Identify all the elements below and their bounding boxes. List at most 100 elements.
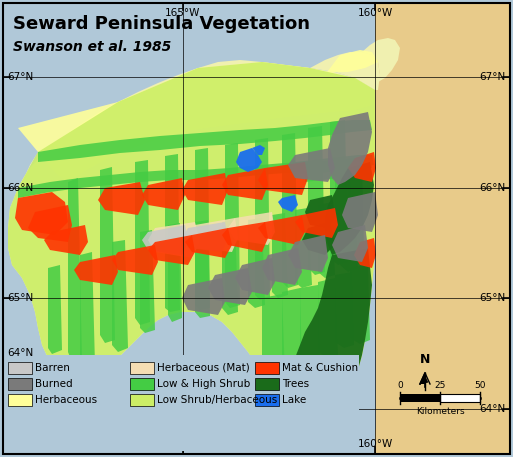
Polygon shape: [282, 288, 302, 372]
Polygon shape: [305, 165, 370, 182]
Polygon shape: [330, 120, 348, 265]
Text: Herbaceous (Mat): Herbaceous (Mat): [157, 363, 250, 373]
Polygon shape: [228, 212, 275, 245]
Text: 25: 25: [435, 381, 446, 390]
Polygon shape: [420, 373, 425, 384]
Polygon shape: [328, 112, 372, 185]
Polygon shape: [362, 38, 400, 90]
Polygon shape: [195, 220, 210, 318]
Polygon shape: [225, 143, 240, 308]
Polygon shape: [325, 162, 374, 255]
Text: Barren: Barren: [35, 363, 70, 373]
Text: Trees: Trees: [282, 379, 309, 389]
Text: 66°N: 66°N: [480, 183, 506, 193]
Text: Burned: Burned: [35, 379, 73, 389]
Polygon shape: [222, 168, 268, 200]
Bar: [8, 378, 32, 390]
Text: N: N: [420, 353, 430, 366]
Text: 50: 50: [474, 381, 486, 390]
Polygon shape: [272, 213, 288, 298]
Polygon shape: [168, 223, 182, 322]
Text: Low & High Shrub: Low & High Shrub: [157, 379, 250, 389]
Polygon shape: [288, 235, 328, 272]
Polygon shape: [140, 230, 155, 333]
Text: 165°W: 165°W: [165, 439, 201, 449]
Polygon shape: [258, 162, 308, 195]
Polygon shape: [48, 265, 62, 354]
Polygon shape: [148, 235, 195, 265]
Polygon shape: [182, 173, 228, 205]
Text: 67°N: 67°N: [7, 72, 33, 82]
Polygon shape: [295, 208, 312, 288]
Polygon shape: [258, 215, 305, 245]
Text: Swanson et al. 1985: Swanson et al. 1985: [13, 40, 171, 54]
Polygon shape: [348, 158, 364, 252]
Polygon shape: [74, 255, 118, 285]
Text: 160°W: 160°W: [358, 439, 392, 449]
Polygon shape: [195, 148, 210, 310]
Polygon shape: [8, 152, 38, 242]
Polygon shape: [185, 228, 232, 258]
Text: 0: 0: [397, 381, 403, 390]
Text: Herbaceous: Herbaceous: [35, 395, 97, 405]
Polygon shape: [165, 154, 180, 312]
Bar: [130, 394, 154, 406]
Polygon shape: [282, 133, 298, 288]
Polygon shape: [252, 145, 265, 155]
Text: Seward Peninsula Vegetation: Seward Peninsula Vegetation: [13, 15, 310, 33]
Polygon shape: [318, 278, 338, 358]
Polygon shape: [295, 208, 338, 238]
Polygon shape: [208, 268, 252, 305]
Polygon shape: [182, 222, 228, 252]
Bar: [4, 355, 359, 451]
Polygon shape: [288, 148, 335, 182]
Polygon shape: [305, 195, 335, 228]
Polygon shape: [68, 178, 82, 362]
Text: 67°N: 67°N: [480, 72, 506, 82]
Polygon shape: [302, 222, 335, 255]
Polygon shape: [18, 158, 372, 198]
Polygon shape: [28, 205, 72, 242]
Text: 160°W: 160°W: [358, 8, 392, 18]
Polygon shape: [310, 52, 380, 90]
Bar: [130, 362, 154, 374]
Bar: [130, 378, 154, 390]
Text: 65°N: 65°N: [480, 293, 506, 303]
Polygon shape: [285, 248, 372, 435]
Polygon shape: [335, 272, 354, 348]
Text: 64°N: 64°N: [7, 404, 33, 414]
Polygon shape: [308, 126, 325, 275]
Text: 66°N: 66°N: [7, 183, 33, 193]
Text: Mat & Cushion: Mat & Cushion: [282, 363, 358, 373]
Text: 65°N: 65°N: [7, 293, 33, 303]
Polygon shape: [340, 195, 358, 272]
Polygon shape: [15, 192, 68, 235]
Polygon shape: [222, 222, 268, 252]
Polygon shape: [354, 238, 376, 268]
Polygon shape: [112, 245, 158, 275]
Polygon shape: [236, 148, 262, 172]
Bar: [255, 394, 279, 406]
Polygon shape: [295, 155, 374, 175]
Polygon shape: [300, 285, 320, 365]
Polygon shape: [332, 225, 368, 262]
Polygon shape: [350, 264, 370, 344]
Bar: [255, 378, 279, 390]
Text: 165°W: 165°W: [165, 8, 201, 18]
Bar: [255, 362, 279, 374]
Text: Kilometers: Kilometers: [416, 407, 464, 416]
Polygon shape: [148, 222, 200, 258]
Text: 64°N: 64°N: [7, 348, 33, 358]
Polygon shape: [375, 3, 510, 454]
Polygon shape: [18, 62, 375, 182]
Polygon shape: [222, 220, 238, 315]
Bar: [376, 3, 510, 454]
Text: Lake: Lake: [282, 395, 306, 405]
Polygon shape: [325, 50, 378, 75]
Polygon shape: [80, 252, 95, 368]
Polygon shape: [255, 138, 270, 300]
Bar: [400, 394, 440, 402]
Polygon shape: [235, 258, 275, 295]
Polygon shape: [335, 164, 352, 262]
Polygon shape: [348, 152, 376, 182]
